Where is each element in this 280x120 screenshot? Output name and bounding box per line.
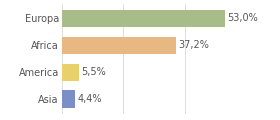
Text: 4,4%: 4,4% <box>78 94 102 104</box>
Text: 5,5%: 5,5% <box>81 67 106 77</box>
Bar <box>62 37 176 54</box>
Bar <box>62 90 75 108</box>
Bar <box>62 10 225 27</box>
Text: 53,0%: 53,0% <box>227 13 258 23</box>
Text: 37,2%: 37,2% <box>179 40 209 50</box>
Bar <box>62 63 78 81</box>
